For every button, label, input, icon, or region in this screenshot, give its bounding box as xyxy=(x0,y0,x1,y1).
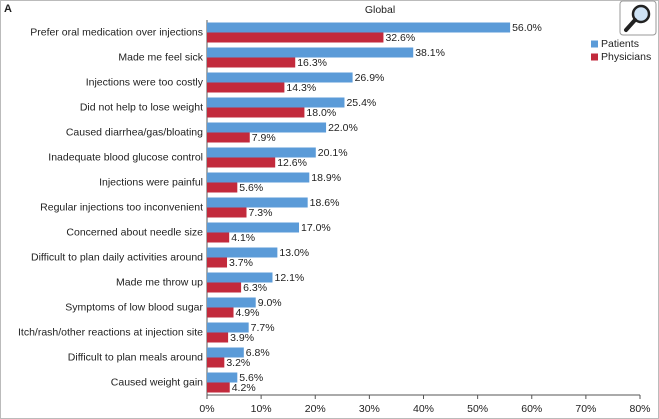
chart-title: Global xyxy=(365,4,395,16)
y-tick-label: Inadequate blood glucose control xyxy=(48,151,203,163)
value-label: 7.9% xyxy=(252,132,276,144)
value-label: 6.3% xyxy=(243,282,267,294)
bar xyxy=(207,272,273,283)
bar xyxy=(207,247,278,258)
value-label: 22.0% xyxy=(328,122,358,134)
bar xyxy=(207,372,238,383)
y-tick-label: Difficult to plan daily activities aroun… xyxy=(31,251,203,263)
x-tick-label: 20% xyxy=(305,403,326,415)
value-label: 7.3% xyxy=(249,207,273,219)
value-label: 12.1% xyxy=(274,272,304,284)
bar xyxy=(207,347,244,358)
bar xyxy=(207,22,511,33)
bar xyxy=(207,172,310,183)
legend-label: Patients xyxy=(601,38,639,50)
bar xyxy=(207,32,384,43)
value-label: 32.6% xyxy=(385,32,415,44)
bar xyxy=(207,207,247,218)
y-tick-label: Symptoms of low blood sugar xyxy=(65,301,203,313)
value-label: 9.0% xyxy=(258,297,282,309)
y-tick-label: Caused weight gain xyxy=(111,376,203,388)
value-label: 3.7% xyxy=(229,257,253,269)
y-tick-label: Made me throw up xyxy=(116,276,203,288)
y-tick-label: Injections were painful xyxy=(99,176,203,188)
bar xyxy=(207,332,229,343)
bar xyxy=(207,147,316,158)
value-label: 16.3% xyxy=(297,57,327,69)
bar xyxy=(207,97,345,108)
value-label: 25.4% xyxy=(346,97,376,109)
bar xyxy=(207,257,228,268)
bar xyxy=(207,322,249,333)
y-tick-label: Injections were too costly xyxy=(86,76,204,88)
x-tick-label: 0% xyxy=(199,403,214,415)
bar xyxy=(207,382,230,393)
x-tick-label: 70% xyxy=(575,403,596,415)
value-label: 18.6% xyxy=(310,197,340,209)
panel-label: A xyxy=(4,3,12,15)
value-label: 4.9% xyxy=(236,307,260,319)
value-label: 5.6% xyxy=(239,182,263,194)
y-tick-label: Itch/rash/other reactions at injection s… xyxy=(18,326,203,338)
bar xyxy=(207,222,300,233)
y-tick-label: Prefer oral medication over injections xyxy=(30,26,203,38)
x-tick-label: 40% xyxy=(413,403,434,415)
bar xyxy=(207,182,238,193)
value-label: 7.7% xyxy=(251,322,275,334)
y-tick-label: Made me feel sick xyxy=(118,51,203,63)
bar xyxy=(207,47,414,58)
legend-swatch xyxy=(591,53,598,61)
x-tick-label: 50% xyxy=(467,403,488,415)
y-tick-label: Caused diarrhea/gas/bloating xyxy=(66,126,203,138)
bar xyxy=(207,232,230,243)
y-tick-label: Concerned about needle size xyxy=(66,226,203,238)
value-label: 13.0% xyxy=(279,247,309,259)
legend-swatch xyxy=(591,40,598,48)
y-tick-label: Regular injections too inconvenient xyxy=(40,201,203,213)
bar xyxy=(207,282,242,293)
bar xyxy=(207,72,353,83)
value-label: 17.0% xyxy=(301,222,331,234)
bar xyxy=(207,307,234,318)
value-label: 18.0% xyxy=(306,107,336,119)
magnifier-icon xyxy=(619,0,657,36)
bar xyxy=(207,157,276,168)
x-tick-label: 80% xyxy=(629,403,650,415)
value-label: 3.2% xyxy=(226,357,250,369)
value-label: 4.2% xyxy=(232,382,256,394)
value-label: 14.3% xyxy=(286,82,316,94)
value-label: 6.8% xyxy=(246,347,270,359)
y-tick-label: Did not help to lose weight xyxy=(80,101,203,113)
bar xyxy=(207,57,296,68)
bar xyxy=(207,122,327,133)
value-label: 5.6% xyxy=(239,372,263,384)
x-tick-label: 30% xyxy=(359,403,380,415)
value-label: 20.1% xyxy=(318,147,348,159)
value-label: 38.1% xyxy=(415,47,445,59)
bar xyxy=(207,132,250,143)
value-label: 18.9% xyxy=(311,172,341,184)
bar xyxy=(207,197,308,208)
value-label: 26.9% xyxy=(355,72,385,84)
bar xyxy=(207,297,256,308)
value-label: 12.6% xyxy=(277,157,307,169)
y-tick-label: Difficult to plan meals around xyxy=(68,351,203,363)
legend-label: Physicians xyxy=(601,51,651,63)
value-label: 4.1% xyxy=(231,232,255,244)
value-label: 56.0% xyxy=(512,22,542,34)
value-label: 3.9% xyxy=(230,332,254,344)
bar xyxy=(207,82,285,93)
bar xyxy=(207,107,305,118)
x-tick-label: 60% xyxy=(521,403,542,415)
bar xyxy=(207,357,225,368)
x-tick-label: 10% xyxy=(251,403,272,415)
